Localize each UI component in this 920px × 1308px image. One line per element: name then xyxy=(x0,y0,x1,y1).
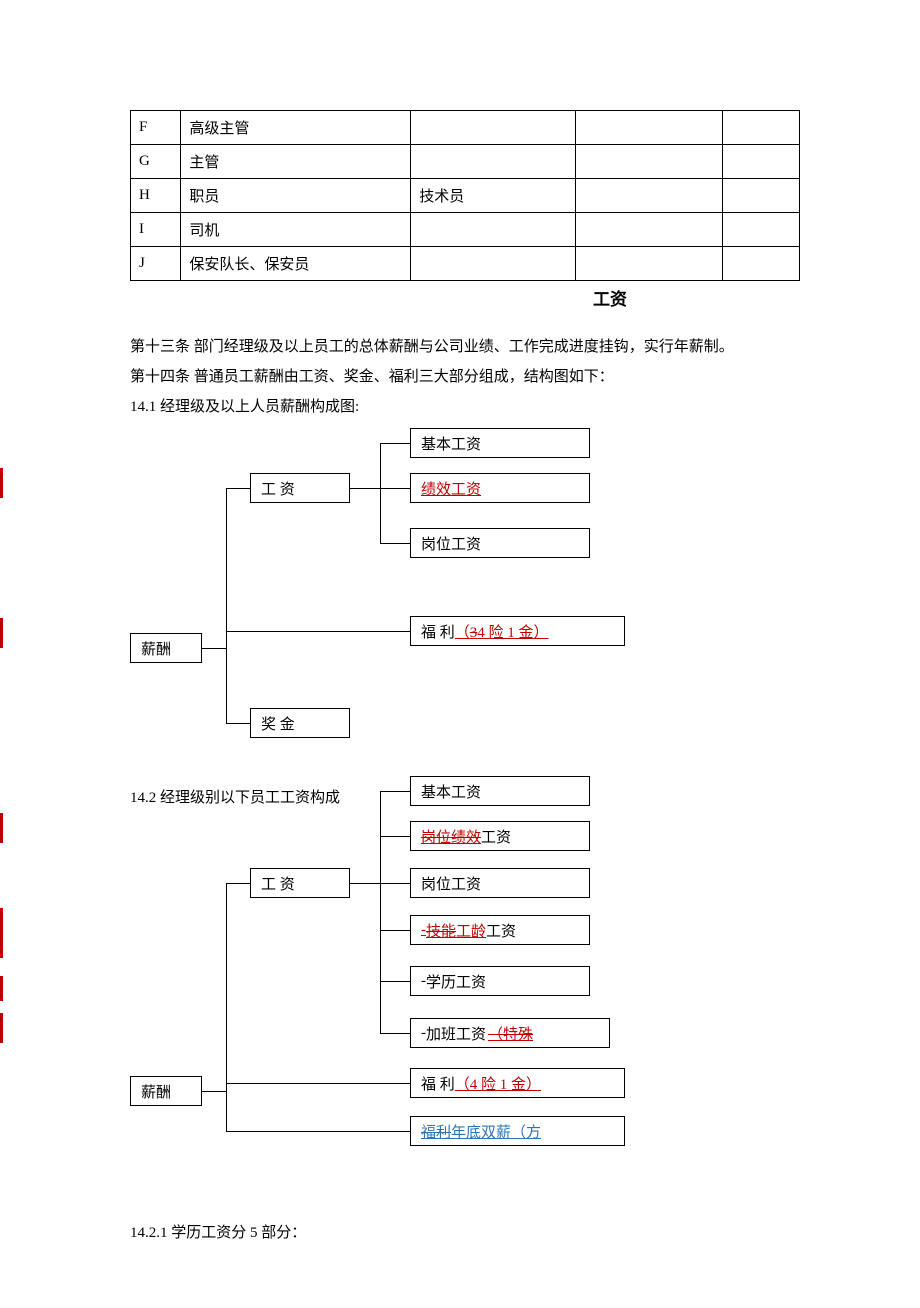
d1-post: 岗位工资 xyxy=(410,528,590,558)
cell xyxy=(723,247,800,281)
paragraph-14: 第十四条 普通员工薪酬由工资、奖金、福利三大部分组成，结构图如下： xyxy=(130,362,800,392)
d2-ot-a: 加班工资 xyxy=(426,1023,486,1044)
d2-skill-c: 工资 xyxy=(486,920,516,941)
d2-post-perf: 岗位绩效工资 xyxy=(410,821,590,851)
revision-marker xyxy=(0,908,3,958)
cell: J xyxy=(131,247,181,281)
d1-welfare-pre: 福 利 xyxy=(421,621,455,642)
cell: I xyxy=(131,213,181,247)
d1-root: 薪酬 xyxy=(130,633,202,663)
d2-skill-b: 工龄 xyxy=(456,920,486,941)
table-row: F 高级主管 xyxy=(131,111,800,145)
cell xyxy=(723,179,800,213)
d1-welfare-paren: （34 险 1 金） xyxy=(455,621,549,642)
d2-ot-b: （特殊 xyxy=(488,1023,533,1044)
paragraph-14-2-1: 14.2.1 学历工资分 5 部分： xyxy=(130,1218,800,1248)
cell: 高级主管 xyxy=(181,111,411,145)
table-row: G 主管 xyxy=(131,145,800,179)
revision-marker xyxy=(0,813,3,843)
cell xyxy=(411,145,575,179)
d2-basic: 基本工资 xyxy=(410,776,590,806)
d2-post-perf-a: 岗位绩效 xyxy=(421,826,481,847)
cell: 保安队长、保安员 xyxy=(181,247,411,281)
cell: 技术员 xyxy=(411,179,575,213)
cell xyxy=(411,247,575,281)
d2-skill: -技能工龄工资 xyxy=(410,915,590,945)
cell: H xyxy=(131,179,181,213)
d2-bottom-b: 年底双薪（方 xyxy=(451,1121,541,1142)
cell: G xyxy=(131,145,181,179)
cell xyxy=(575,145,723,179)
d2-root: 薪酬 xyxy=(130,1076,202,1106)
d1-basic: 基本工资 xyxy=(410,428,590,458)
table-row: J 保安队长、保安员 xyxy=(131,247,800,281)
table-row: I 司机 xyxy=(131,213,800,247)
position-table: F 高级主管 G 主管 H 职员 技术员 I xyxy=(130,110,800,281)
d2-bottom: 福利年底双薪（方 xyxy=(410,1116,625,1146)
cell: 职员 xyxy=(181,179,411,213)
d2-post-perf-b: 工资 xyxy=(481,826,511,847)
cell xyxy=(575,179,723,213)
d2-edu: -学历工资 xyxy=(410,966,590,996)
revision-marker xyxy=(0,1013,3,1043)
paragraph-14-2: 14.2 经理级别以下员工工资构成 xyxy=(130,786,340,807)
d1-welfare: 福 利 （34 险 1 金） xyxy=(410,616,625,646)
d2-bottom-a: 福利 xyxy=(421,1121,451,1142)
d2-welfare-paren: （4 险 1 金） xyxy=(455,1073,541,1094)
d2-salary: 工 资 xyxy=(250,868,350,898)
table-row: H 职员 技术员 xyxy=(131,179,800,213)
cell xyxy=(723,111,800,145)
d2-welfare: 福 利（4 险 1 金） xyxy=(410,1068,625,1098)
cell xyxy=(575,247,723,281)
d2-edu-text: 学历工资 xyxy=(426,971,486,992)
d1-perf-text: 绩效工资 xyxy=(421,478,481,499)
cell xyxy=(575,111,723,145)
cell xyxy=(723,145,800,179)
section-title: 工资 xyxy=(130,285,800,310)
d2-welfare-pre: 福 利 xyxy=(421,1073,455,1094)
revision-marker xyxy=(0,976,3,1001)
cell xyxy=(411,111,575,145)
d1-perf: 绩效工资 xyxy=(410,473,590,503)
cell xyxy=(411,213,575,247)
cell: 主管 xyxy=(181,145,411,179)
d2-ot: -加班工资（特殊 xyxy=(410,1018,610,1048)
revision-marker xyxy=(0,468,3,498)
cell xyxy=(575,213,723,247)
paragraph-13: 第十三条 部门经理级及以上员工的总体薪酬与公司业绩、工作完成进度挂钩，实行年薪制… xyxy=(130,332,800,362)
revision-marker xyxy=(0,618,3,648)
d2-skill-a: 技能 xyxy=(426,920,456,941)
cell: F xyxy=(131,111,181,145)
salary-diagrams: 薪酬 工 资 奖 金 基本工资 绩效工资 岗位工资 福 利 （34 险 1 金） xyxy=(130,418,800,1178)
d1-salary: 工 资 xyxy=(250,473,350,503)
d1-bonus: 奖 金 xyxy=(250,708,350,738)
d2-post: 岗位工资 xyxy=(410,868,590,898)
cell xyxy=(723,213,800,247)
cell: 司机 xyxy=(181,213,411,247)
